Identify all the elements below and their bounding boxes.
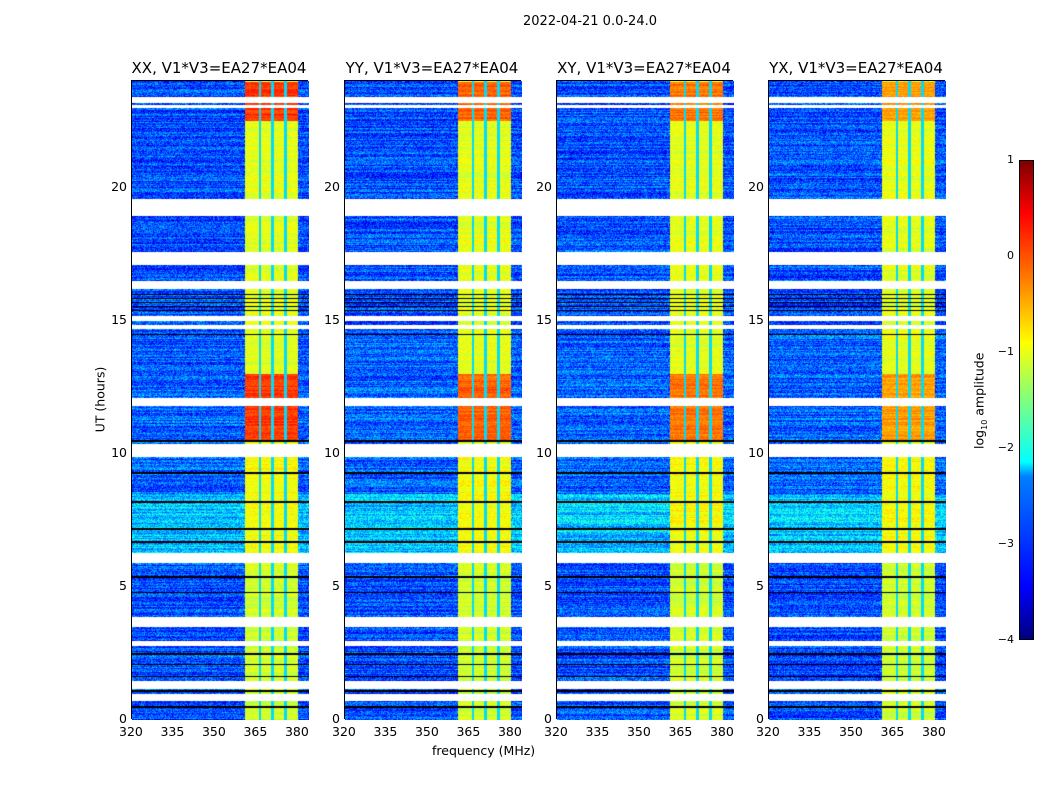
x-tick-label: 335 <box>160 724 185 739</box>
colorbar-label: log10 amplitude <box>971 352 989 449</box>
y-tick-label: 5 <box>332 577 340 593</box>
x-tick-label: 320 <box>756 724 780 739</box>
x-tick-label: 350 <box>626 724 651 739</box>
y-tick-label: 10 <box>536 444 552 460</box>
x-tick-label: 365 <box>668 724 693 739</box>
x-tick-label: 335 <box>797 724 822 739</box>
y-tick-label: 10 <box>111 444 127 460</box>
x-tick-label: 320 <box>332 724 356 739</box>
y-tick-label: 10 <box>748 444 764 460</box>
panel-title: XX, V1*V3=EA27*EA04 <box>131 59 307 77</box>
heatmap-image <box>769 81 946 720</box>
panel-title: YX, V1*V3=EA27*EA04 <box>769 59 943 77</box>
heatmap-image <box>132 81 309 720</box>
x-tick-label: 320 <box>119 724 143 739</box>
x-tick-label: 320 <box>544 724 568 739</box>
heatmap-panel <box>131 80 309 720</box>
colorbar-tick-label: −2 <box>997 441 1014 454</box>
x-tick-label: 350 <box>414 724 439 739</box>
heatmap-panel <box>344 80 522 720</box>
y-tick-label: 20 <box>536 178 552 194</box>
colorbar-tick-label: 1 <box>1007 153 1014 166</box>
x-tick-label: 365 <box>880 724 905 739</box>
y-tick-label: 20 <box>111 178 127 194</box>
x-tick-label: 365 <box>243 724 268 739</box>
colorbar-tick-label: −4 <box>997 633 1014 646</box>
x-tick-label: 380 <box>284 724 309 739</box>
y-tick-label: 15 <box>324 311 340 327</box>
figure-title: 2022-04-21 0.0-24.0 <box>523 14 657 29</box>
y-tick-label: 20 <box>748 178 764 194</box>
panel-title: YY, V1*V3=EA27*EA04 <box>345 59 519 77</box>
y-tick-label: 0 <box>756 711 764 726</box>
colorbar <box>1019 160 1034 640</box>
y-tick-label: 5 <box>756 577 764 593</box>
x-tick-label: 380 <box>497 724 522 739</box>
x-tick-label: 335 <box>585 724 610 739</box>
y-tick-label: 0 <box>544 711 552 726</box>
x-tick-label: 350 <box>838 724 863 739</box>
y-tick-label: 15 <box>536 311 552 327</box>
x-tick-label: 335 <box>373 724 398 739</box>
heatmap-image <box>345 81 522 720</box>
y-tick-label: 15 <box>748 311 764 327</box>
y-tick-label: 0 <box>119 711 127 726</box>
heatmap-panel <box>768 80 946 720</box>
heatmap-panel <box>556 80 734 720</box>
y-axis-label: UT (hours) <box>92 366 108 433</box>
x-tick-label: 380 <box>709 724 734 739</box>
y-tick-label: 5 <box>119 577 127 593</box>
y-tick-label: 20 <box>324 178 340 194</box>
x-axis-label: frequency (MHz) <box>432 743 536 758</box>
colorbar-tick-label: −3 <box>997 537 1014 550</box>
colorbar-tick-label: −1 <box>997 345 1014 358</box>
y-tick-label: 10 <box>324 444 340 460</box>
y-tick-label: 5 <box>544 577 552 593</box>
y-tick-label: 0 <box>332 711 340 726</box>
x-tick-label: 365 <box>456 724 481 739</box>
panel-title: XY, V1*V3=EA27*EA04 <box>557 59 731 77</box>
colorbar-tick-label: 0 <box>1007 249 1014 262</box>
y-tick-label: 15 <box>111 311 127 327</box>
x-tick-label: 350 <box>201 724 226 739</box>
x-tick-label: 380 <box>921 724 946 739</box>
heatmap-image <box>557 81 734 720</box>
